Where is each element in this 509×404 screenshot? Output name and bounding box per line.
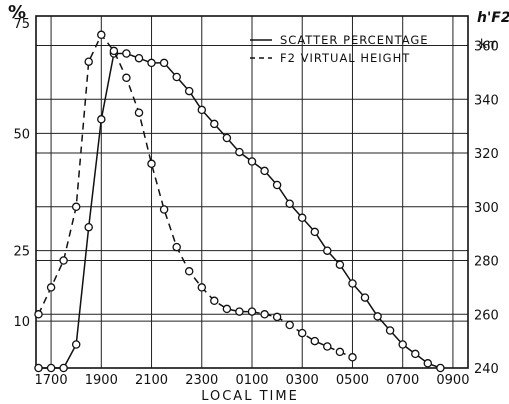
data-point-f2-virtual-height [310, 336, 320, 346]
data-point-scatter-percentage [423, 359, 433, 368]
data-point-f2-virtual-height [46, 283, 56, 292]
data-point-f2-virtual-height [71, 202, 81, 212]
data-point-scatter-percentage [297, 213, 307, 223]
left-tick-label: 50 [13, 127, 30, 142]
left-axis-label: % [8, 2, 26, 23]
right-axis-label: h'F2 [477, 10, 509, 26]
x-tick-label: 0100 [235, 373, 268, 388]
data-point-scatter-percentage [411, 349, 420, 359]
data-point-scatter-percentage [310, 227, 320, 237]
plot-frame [35, 15, 469, 369]
data-point-f2-virtual-height [210, 296, 219, 306]
right-tick-label: 320 [474, 147, 499, 162]
data-point-scatter-percentage [97, 115, 106, 124]
data-point-scatter-percentage [34, 363, 43, 373]
right-tick-label: 280 [474, 255, 499, 270]
data-point-scatter-percentage [360, 293, 370, 302]
left-tick-label: 25 [13, 245, 30, 260]
data-point-scatter-percentage [159, 58, 169, 68]
series-line-f2-virtual-height [37, 34, 353, 358]
data-point-f2-virtual-height [109, 46, 119, 56]
data-point-f2-virtual-height [159, 205, 169, 214]
data-point-f2-virtual-height [348, 353, 357, 362]
data-point-f2-virtual-height [122, 73, 131, 83]
data-point-scatter-percentage [373, 312, 382, 321]
data-point-scatter-percentage [285, 199, 294, 208]
x-tick-label: 0500 [336, 373, 369, 388]
data-point-scatter-percentage [260, 166, 269, 176]
data-point-f2-virtual-height [272, 312, 282, 322]
data-point-f2-virtual-height [297, 328, 307, 338]
x-tick-label: 0900 [436, 373, 469, 388]
data-point-f2-virtual-height [285, 320, 294, 330]
data-point-scatter-percentage [172, 72, 181, 82]
data-point-f2-virtual-height [260, 310, 269, 319]
right-tick-label: 340 [474, 93, 499, 108]
data-point-f2-virtual-height [172, 242, 181, 252]
left-tick-label: 75 [13, 17, 30, 32]
data-point-f2-virtual-height [134, 108, 144, 117]
right-tick-label: 360 [474, 40, 499, 55]
x-tick-label: 1700 [35, 373, 68, 388]
left-tick-label: 10 [13, 315, 30, 330]
legend-label-1: F2 VIRTUAL HEIGHT [280, 51, 410, 65]
data-point-scatter-percentage [147, 58, 156, 68]
data-point-scatter-percentage [134, 53, 144, 63]
data-point-f2-virtual-height [323, 342, 332, 351]
x-tick-label: 2300 [185, 373, 218, 388]
data-point-f2-virtual-height [197, 283, 207, 292]
data-point-f2-virtual-height [97, 30, 106, 40]
x-tick-label: 1900 [85, 373, 118, 388]
data-point-f2-virtual-height [34, 310, 43, 319]
right-tick-label: 260 [474, 308, 499, 323]
data-point-f2-virtual-height [222, 304, 232, 314]
right-tick-label: 240 [474, 362, 499, 377]
data-point-scatter-percentage [71, 340, 81, 349]
right-axis-unit: km [480, 37, 499, 51]
data-point-f2-virtual-height [59, 256, 68, 265]
data-point-scatter-percentage [348, 279, 357, 288]
data-point-scatter-percentage [184, 86, 194, 96]
data-point-scatter-percentage [272, 180, 282, 190]
data-point-f2-virtual-height [147, 159, 156, 169]
data-point-scatter-percentage [335, 260, 345, 269]
data-point-scatter-percentage [222, 133, 232, 143]
data-point-scatter-percentage [235, 147, 244, 157]
legend-label-0: SCATTER PERCENTAGE [280, 33, 429, 47]
data-point-f2-virtual-height [335, 347, 345, 357]
x-tick-label: 0700 [386, 373, 419, 388]
x-axis-label: LOCAL TIME [201, 389, 299, 404]
data-point-scatter-percentage [436, 363, 445, 373]
data-point-f2-virtual-height [235, 307, 244, 316]
data-point-scatter-percentage [84, 222, 93, 232]
data-point-scatter-percentage [46, 363, 56, 373]
x-tick-label: 2100 [135, 373, 168, 388]
data-point-f2-virtual-height [84, 57, 93, 66]
data-point-scatter-percentage [59, 363, 68, 373]
data-point-f2-virtual-height [184, 267, 194, 276]
data-point-scatter-percentage [323, 246, 332, 255]
data-point-f2-virtual-height [247, 307, 257, 316]
data-point-scatter-percentage [398, 340, 407, 349]
data-point-scatter-percentage [247, 157, 257, 166]
data-point-scatter-percentage [385, 326, 395, 335]
data-point-scatter-percentage [210, 119, 219, 129]
data-point-scatter-percentage [122, 49, 131, 58]
right-tick-label: 300 [474, 201, 499, 216]
data-point-scatter-percentage [197, 105, 207, 115]
x-tick-label: 0300 [286, 373, 319, 388]
